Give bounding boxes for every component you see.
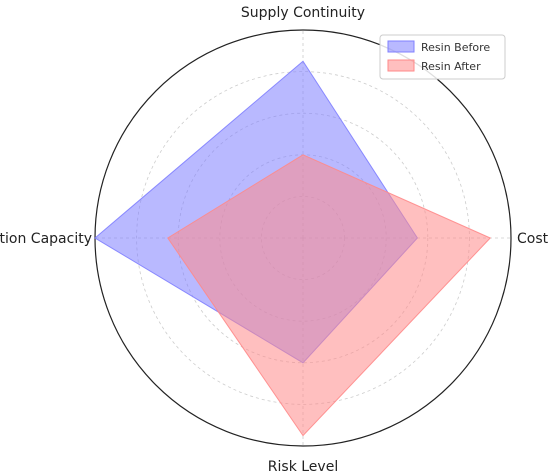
axis-label-risk-level: Risk Level — [268, 459, 338, 475]
series-layer — [94, 60, 492, 437]
legend-label: Resin Before — [421, 41, 490, 54]
legend: Resin Before Resin After — [379, 34, 506, 80]
legend-swatch — [387, 40, 415, 53]
axis-label-supply-continuity: Supply Continuity — [241, 5, 365, 21]
legend-label: Resin After — [421, 60, 481, 73]
axis-labels: Cost Supply Continuity Production Capacity… — [0, 5, 549, 475]
axis-label-production-capacity: Production Capacity — [0, 231, 92, 247]
series-area-resin-after — [167, 154, 492, 437]
axis-label-cost: Cost — [517, 231, 549, 247]
legend-swatch — [387, 59, 415, 72]
